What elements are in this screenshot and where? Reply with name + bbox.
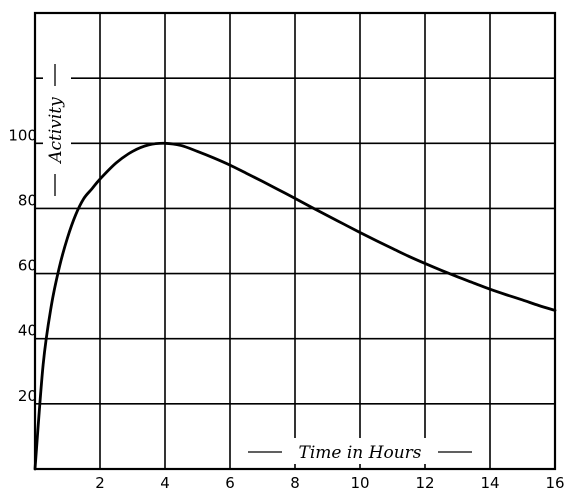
ylabel-background: [43, 60, 71, 200]
x-tick-label: 6: [225, 474, 235, 492]
y-axis-title: Activity: [46, 97, 66, 165]
grid: [35, 13, 555, 469]
x-tick-label: 4: [160, 474, 170, 492]
x-tick-label: 14: [480, 474, 499, 492]
x-tick-label: 8: [290, 474, 300, 492]
y-tick-label: 100: [8, 126, 37, 144]
plot-frame: [33, 11, 557, 471]
x-tick-label: 12: [415, 474, 434, 492]
x-tick-label: 2: [95, 474, 105, 492]
x-tick-label: 10: [350, 474, 369, 492]
xlabel-background: [244, 438, 476, 464]
y-tick-label: 80: [18, 191, 37, 209]
x-tick-label: 16: [545, 474, 564, 492]
activity-curve: [33, 141, 557, 471]
x-axis-title: Time in Hours: [298, 443, 421, 463]
y-tick-label: 40: [18, 322, 37, 340]
y-tick-label: 20: [18, 387, 37, 405]
y-tick-label: 60: [18, 257, 37, 275]
tick-labels: 2 4 6 8 10 12 14 16 20 40 60 80 100: [8, 126, 564, 492]
